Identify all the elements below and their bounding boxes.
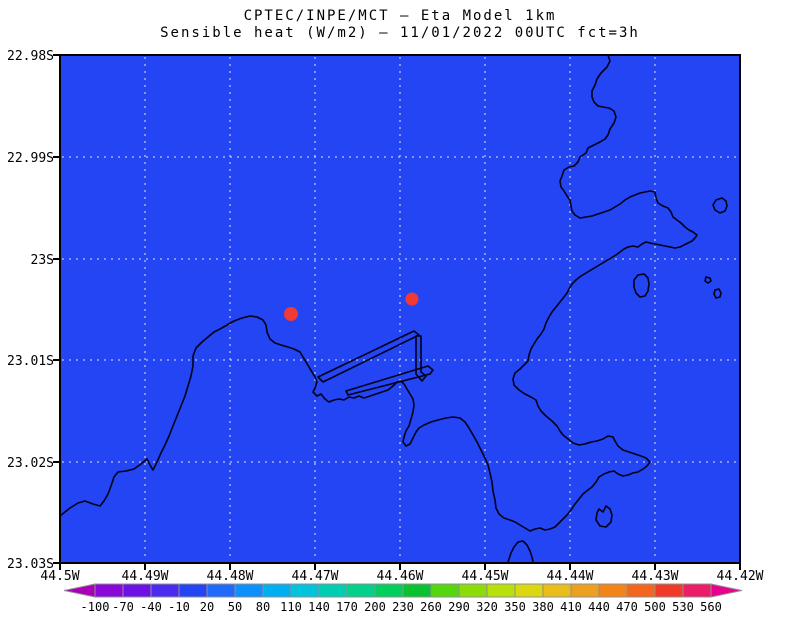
y-axis: 22.98S 22.99S 23S 23.01S 23.02S 23.03S [7, 49, 54, 572]
colorbar-segment [318, 583, 348, 598]
colorbar-segment [514, 583, 544, 598]
y-axis-tick-label: 23.03S [7, 557, 54, 572]
station-marker-2 [405, 292, 419, 306]
bottom-coast-bump [507, 540, 534, 563]
colorbar-segment [682, 583, 712, 598]
pier-vertical-arm [415, 335, 427, 382]
map-gridlines [62, 57, 738, 561]
island-oval [712, 197, 728, 214]
colorbar-tick-label: 110 [280, 600, 302, 614]
colorbar-tick-label: 50 [228, 600, 242, 614]
colorbar-segment [94, 583, 124, 598]
colorbar-tick-label: 530 [672, 600, 694, 614]
colorbar-segment [542, 583, 572, 598]
x-axis-tick-label: 44.5W [40, 569, 79, 584]
colorbar-segment [374, 583, 404, 598]
colorbar-tick-label: 260 [420, 600, 442, 614]
colorbar-tick-label: 500 [644, 600, 666, 614]
colorbar-tick-label: 20 [200, 600, 214, 614]
x-axis-tick-label: 44.49W [122, 569, 169, 584]
page-title-line-1: CPTEC/INPE/MCT — Eta Model 1km [244, 8, 557, 24]
colorbar-segment [150, 583, 180, 598]
x-axis-tick-label: 44.45W [462, 569, 509, 584]
colorbar-tick-label: -10 [168, 600, 190, 614]
colorbar-segment [178, 583, 208, 598]
colorbar-segment [206, 583, 236, 598]
mainland-coastline-path [59, 54, 698, 532]
colorbar-segment [402, 583, 432, 598]
y-axis-tick-label: 23.02S [7, 456, 54, 471]
x-axis-tick-label: 44.43W [632, 569, 679, 584]
x-axis-tick-label: 44.46W [377, 569, 424, 584]
colorbar-right-arrow [710, 583, 743, 598]
island-blob [633, 273, 650, 298]
colorbar-tick-label: 140 [308, 600, 330, 614]
colorbar-segment [262, 583, 292, 598]
colorbar-segment [598, 583, 628, 598]
colorbar-tick-label: 350 [504, 600, 526, 614]
island-near-headland [595, 505, 613, 528]
colorbar-tick-label: 470 [616, 600, 638, 614]
colorbar-tick-label: 560 [700, 600, 722, 614]
colorbar-tick-label: 320 [476, 600, 498, 614]
colorbar-segment [458, 583, 488, 598]
pier-lower-strip [345, 365, 434, 396]
colorbar-tick-label: 290 [448, 600, 470, 614]
colorbar-tick-label: -100 [81, 600, 110, 614]
colorbar-tick-label: 440 [588, 600, 610, 614]
colorbar-left-arrow [63, 583, 96, 598]
colorbar-segment [234, 583, 264, 598]
colorbar-segment [486, 583, 516, 598]
x-axis-tick-label: 44.48W [207, 569, 254, 584]
colorbar-segment [430, 583, 460, 598]
coastline [59, 54, 728, 563]
y-axis-tick-label: 23.01S [7, 354, 54, 369]
colorbar-tick-label: 410 [560, 600, 582, 614]
y-axis-tick-label: 22.99S [7, 151, 54, 166]
x-axis-tick-label: 44.47W [292, 569, 339, 584]
x-axis: 44.5W 44.49W 44.48W 44.47W 44.46W 44.45W… [40, 569, 763, 584]
axis-ticks [53, 54, 741, 570]
colorbar-tick-label: -40 [140, 600, 162, 614]
islet-2 [713, 288, 722, 299]
colorbar-segment [290, 583, 320, 598]
colorbar-segment [626, 583, 656, 598]
pier-upper-strip [317, 330, 420, 383]
islet-1 [704, 276, 712, 284]
colorbar-segment [654, 583, 684, 598]
page-title-line-2: Sensible heat (W/m2) — 11/01/2022 00UTC … [160, 25, 640, 41]
colorbar-tick-label: 170 [336, 600, 358, 614]
y-axis-tick-label: 22.98S [7, 49, 54, 64]
y-axis-tick-label: 23S [31, 253, 54, 268]
colorbar-segment [346, 583, 376, 598]
x-axis-tick-label: 44.42W [717, 569, 764, 584]
colorbar: -100 -70 -40 -10 20 50 80 110 140 170 20… [63, 583, 743, 614]
colorbar-tick-label: 200 [364, 600, 386, 614]
colorbar-segment [570, 583, 600, 598]
colorbar-tick-label: 230 [392, 600, 414, 614]
colorbar-tick-label: -70 [112, 600, 134, 614]
colorbar-segment [122, 583, 152, 598]
x-axis-tick-label: 44.44W [547, 569, 594, 584]
colorbar-tick-label: 380 [532, 600, 554, 614]
station-marker-1 [284, 307, 298, 321]
colorbar-tick-label: 80 [256, 600, 270, 614]
